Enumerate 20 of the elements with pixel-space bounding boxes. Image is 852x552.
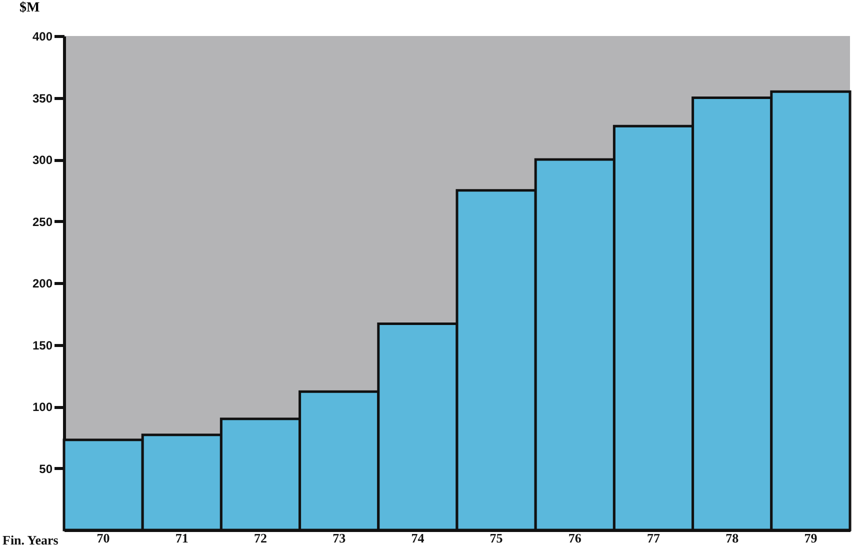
x-tick-label: 76 (568, 530, 582, 546)
y-tick-label: 100 (32, 400, 53, 414)
y-tick-label: 250 (32, 214, 53, 229)
x-tick-label: 73 (332, 530, 346, 546)
y-tick-label: 50 (39, 462, 53, 476)
x-tick-label: 79 (804, 530, 818, 546)
y-tick-label: 350 (32, 91, 53, 106)
x-tick-label: 75 (490, 530, 504, 546)
x-tick-label: 70 (96, 530, 110, 546)
x-tick-label: 71 (175, 530, 188, 546)
y-tick-label: 150 (32, 338, 53, 352)
y-tick-label: 400 (32, 30, 53, 44)
y-tick-label: 300 (32, 153, 53, 167)
x-tick-label: 74 (411, 530, 425, 546)
x-axis-title: Fin. Years (2, 532, 58, 548)
y-axis-title: $M (20, 0, 40, 16)
x-tick-label: 77 (647, 530, 660, 546)
x-tick-label: 78 (726, 530, 740, 546)
x-tick-label: 72 (254, 530, 267, 546)
y-tick-label: 200 (32, 276, 53, 290)
